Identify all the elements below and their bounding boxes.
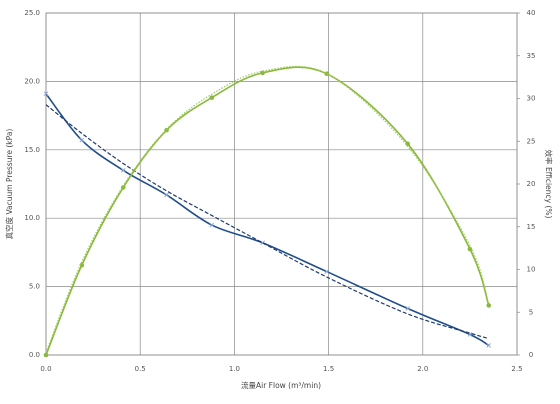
- series-line: [45, 66, 490, 356]
- point-marker: [43, 91, 49, 97]
- point-marker: [486, 343, 492, 348]
- point-marker: [324, 71, 330, 77]
- plot-frame: [45, 12, 518, 356]
- y2-tick-label: 10: [527, 266, 536, 274]
- y2-tick-label: 30: [527, 95, 536, 103]
- y-tick-label: 0.0: [29, 351, 40, 359]
- point-marker: [43, 352, 49, 358]
- series-line: [45, 104, 489, 340]
- point-marker: [209, 222, 215, 228]
- x-tick-label: 2.5: [511, 365, 522, 373]
- y-tick-label: 20.0: [24, 77, 40, 85]
- y-axis-title: 真空度 Vacuum Pressure (kPa): [4, 129, 14, 240]
- x-axis-title: 流量Air Flow (m³/min): [241, 380, 321, 390]
- y2-tick-label: 15: [527, 223, 536, 231]
- x-tick-label: 1.0: [229, 365, 240, 373]
- point-marker: [209, 95, 215, 100]
- x-tick-label: 2.0: [417, 365, 428, 373]
- point-marker: [260, 70, 265, 76]
- point-marker: [486, 303, 492, 308]
- y2-tick-label: 20: [527, 180, 536, 188]
- y2-tick-label: 40: [527, 9, 536, 17]
- y-tick-label: 5.0: [29, 283, 40, 291]
- y2-tick-label: 0: [529, 351, 533, 359]
- point-marker: [120, 168, 126, 173]
- x-tick-label: 0.0: [40, 365, 51, 373]
- y2-tick-label: 25: [527, 137, 536, 145]
- point-marker: [405, 141, 411, 147]
- point-marker: [467, 246, 473, 252]
- y-tick-label: 15.0: [24, 146, 40, 154]
- series-line: [45, 65, 490, 353]
- point-marker: [405, 306, 411, 311]
- y-tick-label: 25.0: [24, 9, 40, 17]
- x-tick-label: 0.5: [135, 365, 146, 373]
- point-marker: [164, 192, 169, 198]
- y2-tick-label: 5: [529, 308, 533, 316]
- y2-tick-label: 35: [527, 52, 536, 60]
- x-tick-label: 1.5: [323, 365, 334, 373]
- series-line: [45, 93, 490, 347]
- y-tick-label: 10.0: [24, 214, 40, 222]
- point-marker: [79, 137, 85, 143]
- point-marker: [324, 269, 330, 274]
- y2-axis-title: 效率 Efficiency (%): [544, 150, 554, 219]
- point-marker: [79, 262, 85, 268]
